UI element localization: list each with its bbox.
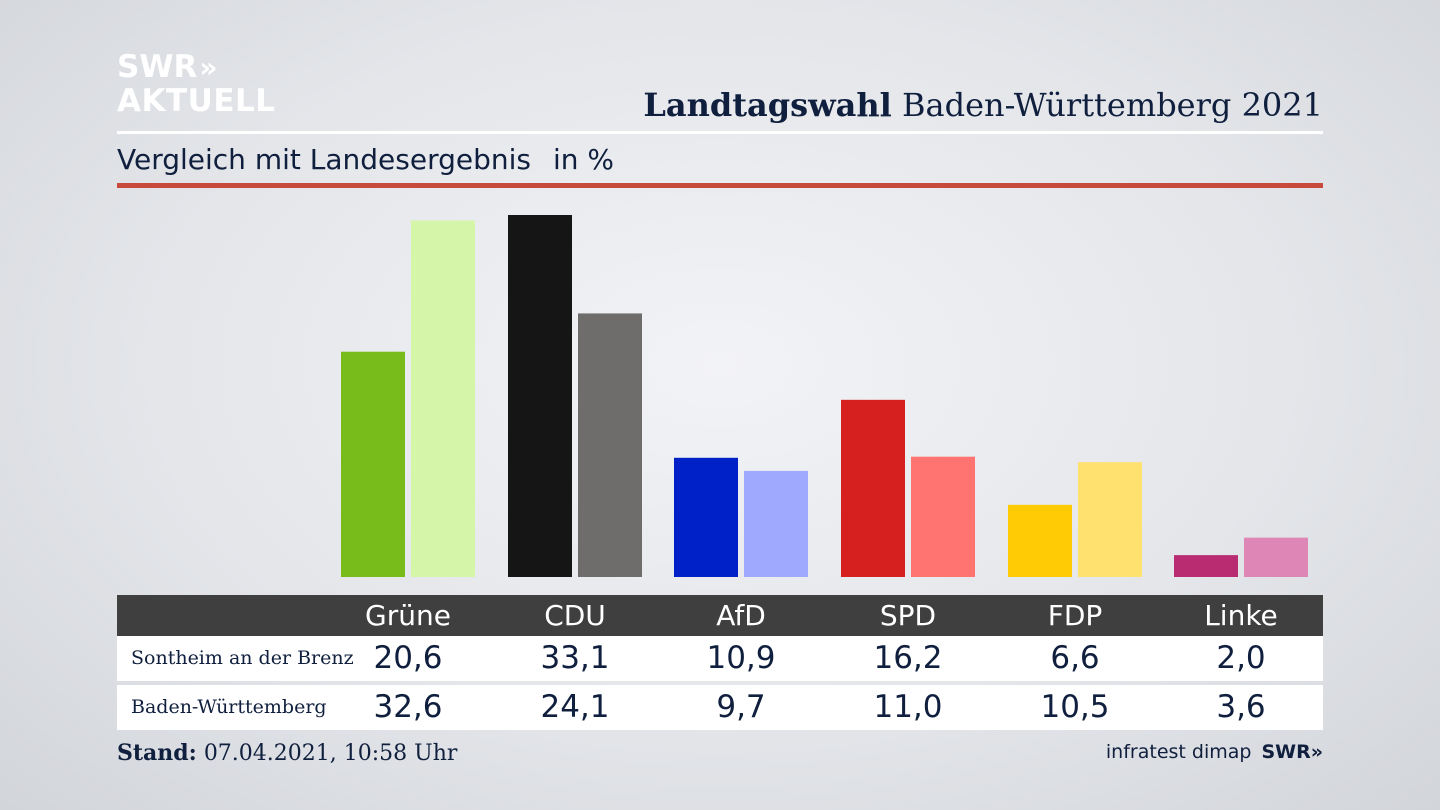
column-header: CDU <box>544 599 606 632</box>
bar-cdu-series1 <box>508 215 572 577</box>
results-table: Grüne CDU AfD SPD FDP Linke Sontheim an der B… <box>117 595 1323 730</box>
bar-chart <box>341 215 1308 578</box>
title-divider <box>117 131 1323 134</box>
title-rest: Baden-Württemberg 2021 <box>902 86 1323 124</box>
bar-afd-series1 <box>674 457 738 577</box>
subtitle-divider <box>117 183 1323 188</box>
table-cell: 11,0 <box>873 689 943 725</box>
logo-line1: SWR <box>117 49 198 85</box>
column-header: SPD <box>879 599 937 632</box>
table-header: Grüne CDU AfD SPD FDP Linke <box>117 595 1323 636</box>
table-cell: 16,2 <box>873 640 943 676</box>
row-label: Baden-Württemberg <box>131 696 327 718</box>
table-cell: 20,6 <box>373 640 443 676</box>
column-header: Linke <box>1204 599 1278 632</box>
bar-grne-series2 <box>411 220 475 578</box>
row-label: Sontheim an der Brenz <box>131 647 354 669</box>
table-cell: 10,9 <box>706 640 776 676</box>
bar-linke-series2 <box>1244 537 1308 577</box>
source-info: infratest dimap SWR» <box>1106 741 1323 763</box>
table-cell: 10,5 <box>1040 689 1110 725</box>
table-cell: 33,1 <box>540 640 610 676</box>
stand-label: Stand: <box>117 740 197 766</box>
swr-aktuell-logo: SWR» AKTUELL <box>117 52 276 117</box>
bar-spd-series2 <box>911 456 975 577</box>
bar-grne-series1 <box>341 351 405 577</box>
bar-linke-series1 <box>1174 555 1238 577</box>
table-cell: 9,7 <box>716 689 766 725</box>
title-bold: Landtagswahl <box>643 86 892 124</box>
subtitle-text: Vergleich mit Landesergebnis <box>117 143 531 176</box>
column-header: Grüne <box>365 599 451 632</box>
column-header: FDP <box>1047 599 1103 632</box>
table-cell: 6,6 <box>1050 640 1100 676</box>
stand-value: 07.04.2021, 10:58 Uhr <box>203 741 458 766</box>
table-row: Baden-Württemberg 32,6 24,1 9,7 11,0 10,5 3,6 <box>117 685 1323 730</box>
table-cell: 2,0 <box>1216 640 1266 676</box>
bar-spd-series1 <box>841 399 905 577</box>
bar-afd-series2 <box>744 470 808 577</box>
table-cell: 32,6 <box>373 689 443 725</box>
bar-cdu-series2 <box>578 313 642 577</box>
table-row: Sontheim an der Brenz 20,6 33,1 10,9 16,2 6,6… <box>117 636 1323 681</box>
bar-fdp-series2 <box>1078 462 1142 577</box>
table-cell: 24,1 <box>540 689 610 725</box>
chart-title: Landtagswahl Baden-Württemberg 2021 <box>643 86 1323 124</box>
source-text: infratest dimap <box>1105 741 1252 763</box>
bar-fdp-series1 <box>1008 504 1072 577</box>
chart-subtitle: Vergleich mit Landesergebnis in % <box>117 143 614 176</box>
stand-info: Stand: 07.04.2021, 10:58 Uhr <box>117 740 457 766</box>
subtitle-unit: in % <box>552 143 615 176</box>
swr-logo: SWR» <box>1261 741 1323 763</box>
table-cell: 3,6 <box>1216 689 1266 725</box>
logo-line2: AKTUELL <box>117 83 276 119</box>
column-header: AfD <box>716 599 766 632</box>
